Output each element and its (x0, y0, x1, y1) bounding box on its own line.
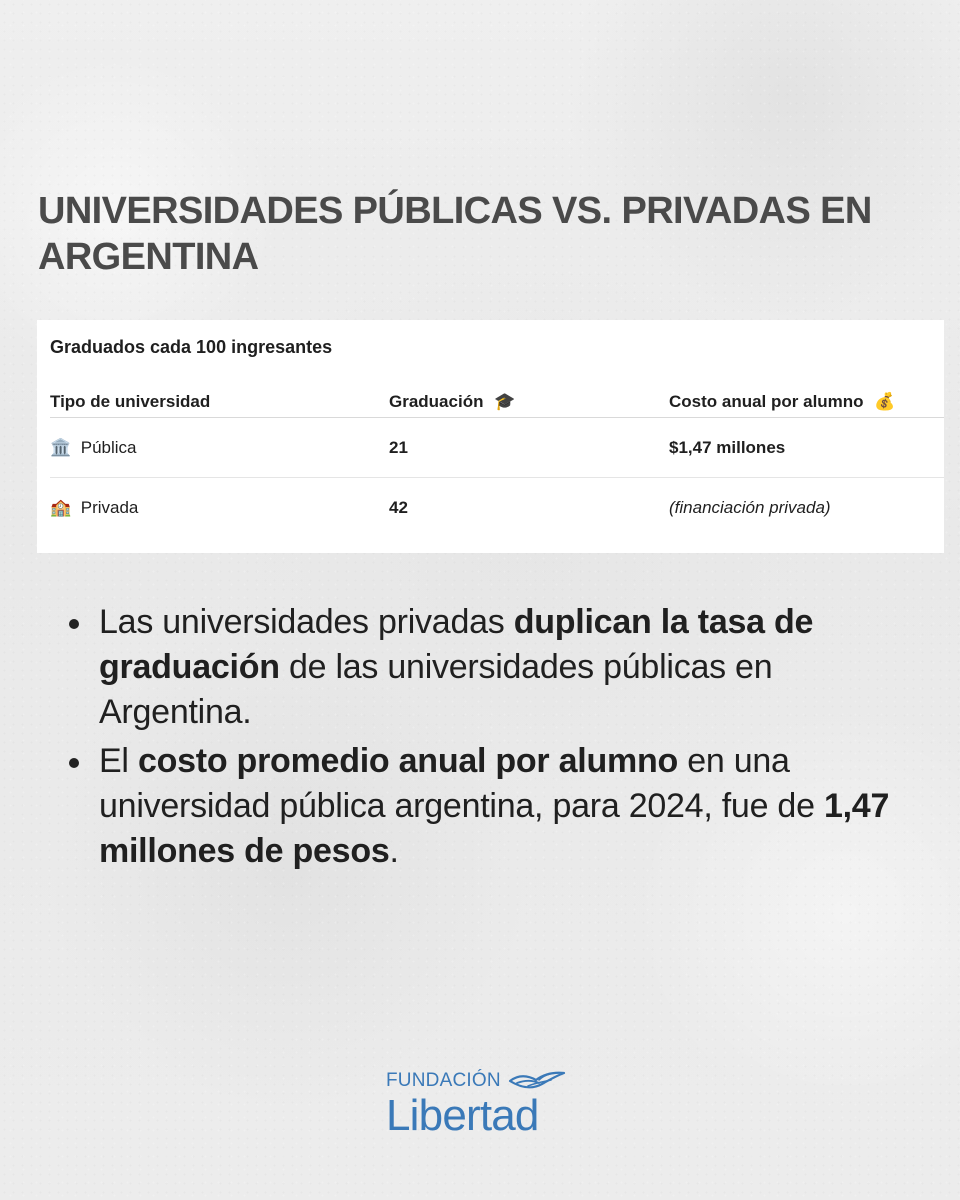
table-row-privada: 🏫 Privada 42 (financiación privada) (50, 478, 944, 538)
key-point-1: Las universidades privadas duplican la t… (66, 600, 926, 735)
cell-graduacion-privada: 42 (389, 497, 408, 517)
brand-logo: FUNDACIÓN Libertad (386, 1068, 586, 1144)
comparison-table: Tipo de universidad Graduación 🎓 Costo a… (50, 386, 944, 537)
header-graduacion: Graduación 🎓 (389, 386, 669, 418)
table-header-row: Tipo de universidad Graduación 🎓 Costo a… (50, 386, 944, 418)
brand-top-text: FUNDACIÓN (386, 1070, 501, 1091)
key-point-1-part-2: de las universidades públicas en Argenti… (99, 648, 773, 731)
classical-building-icon: 🏛️ (50, 437, 72, 458)
key-point-1-bold-1: duplican la tasa de graduación (99, 603, 814, 686)
cell-tipo-publica-label: Pública (80, 437, 137, 457)
header-costo: Costo anual por alumno 💰 (669, 386, 944, 418)
school-icon: 🏫 (50, 497, 72, 518)
key-point-2: El costo promedio anual por alumno en un… (66, 739, 926, 874)
cell-costo-privada: (financiación privada) (669, 497, 831, 517)
brand-main-text: Libertad (386, 1091, 539, 1140)
table-title: Graduados cada 100 ingresantes (50, 337, 333, 357)
key-points-list: Las universidades privadas duplican la t… (66, 600, 926, 878)
comparison-table-card: Graduados cada 100 ingresantes Tipo de u… (37, 320, 944, 553)
table-row-publica: 🏛️ Pública 21 $1,47 millones (50, 417, 944, 478)
money-bag-icon: 💰 (874, 391, 896, 412)
header-costo-label: Costo anual por alumno (669, 391, 864, 411)
cell-tipo-privada: 🏫 Privada (50, 478, 389, 538)
cell-tipo-publica: 🏛️ Pública (50, 417, 389, 478)
key-point-1-part-1: Las universidades privadas (99, 603, 514, 641)
cell-graduacion-publica: 21 (389, 417, 669, 478)
header-tipo-label: Tipo de universidad (50, 391, 211, 411)
key-point-2-part-1: El (99, 742, 138, 780)
header-graduacion-label: Graduación (389, 391, 484, 411)
graduation-cap-icon: 🎓 (494, 391, 516, 412)
cell-costo-publica: $1,47 millones (669, 417, 944, 478)
key-point-2-bold-1: costo promedio anual por alumno (137, 742, 679, 780)
key-point-2-part-2: en una universidad pública argentina, pa… (99, 742, 824, 825)
key-point-2-part-3: . (389, 832, 399, 870)
header-tipo: Tipo de universidad (50, 386, 389, 418)
cell-tipo-privada-label: Privada (80, 497, 139, 517)
dove-icon (508, 1071, 566, 1089)
key-point-2-bold-2: 1,47 millones de pesos (99, 787, 890, 870)
page-title: UNIVERSIDADES PÚBLICAS VS. PRIVADAS EN A… (38, 190, 872, 278)
